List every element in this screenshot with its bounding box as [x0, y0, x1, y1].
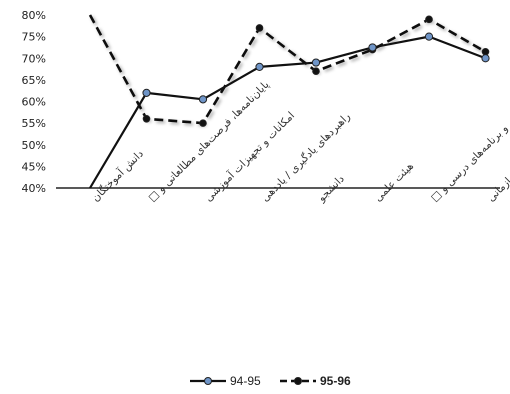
series-layer: [88, 14, 490, 189]
data-point: [425, 15, 433, 24]
legend-label: 95-96: [320, 374, 351, 388]
x-tick-label: پایان‌نامه‌ها، فرصت‌های مطالعاتی و □: [146, 79, 271, 204]
y-tick-label: 70%: [22, 52, 46, 65]
y-tick-label: 80%: [22, 9, 46, 22]
x-tick-label: راهبردهای یادگیری / یاددهی: [258, 110, 352, 204]
legend-item-94-95: 94-95: [190, 374, 261, 388]
y-tick-label: 60%: [22, 96, 46, 109]
data-point: [312, 67, 320, 76]
y-axis-ticks: 80% 75% 70% 65% 60% 55% 50% 45% 40%: [22, 9, 46, 195]
series-95-96: [88, 14, 490, 127]
data-point: [255, 24, 264, 32]
legend: 94-95 95-96: [190, 374, 351, 388]
x-tick-label: هیئت علمی: [372, 160, 416, 204]
data-point: [255, 62, 264, 72]
y-tick-label: 50%: [22, 139, 46, 152]
y-tick-label: 45%: [22, 160, 46, 173]
data-point: [198, 95, 208, 104]
data-point: [199, 119, 207, 127]
legend-item-95-96: 95-96: [280, 374, 351, 388]
y-tick-label: 75%: [22, 31, 46, 44]
y-tick-label: 65%: [22, 74, 46, 87]
data-point: [142, 115, 151, 123]
y-tick-label: 40%: [22, 182, 46, 195]
y-tick-label: 55%: [22, 117, 46, 130]
x-axis-ticks: دانش آموختگان پایان‌نامه‌ها، فرصت‌های مطا…: [89, 64, 510, 204]
data-point: [481, 54, 490, 63]
data-point: [424, 32, 434, 41]
data-point: [368, 43, 377, 52]
data-point: [142, 88, 151, 97]
x-tick-label: دانشجو: [315, 173, 347, 205]
series-line: [88, 14, 487, 125]
legend-label: 94-95: [230, 374, 261, 388]
series-94-95: [89, 32, 490, 189]
x-tick-label: امکانات و تجهیزات آموزشی: [202, 109, 297, 204]
legend-marker: [294, 377, 302, 385]
data-point: [311, 58, 321, 67]
legend-marker: [204, 377, 212, 385]
data-point: [481, 47, 490, 56]
series-line: [89, 35, 486, 189]
